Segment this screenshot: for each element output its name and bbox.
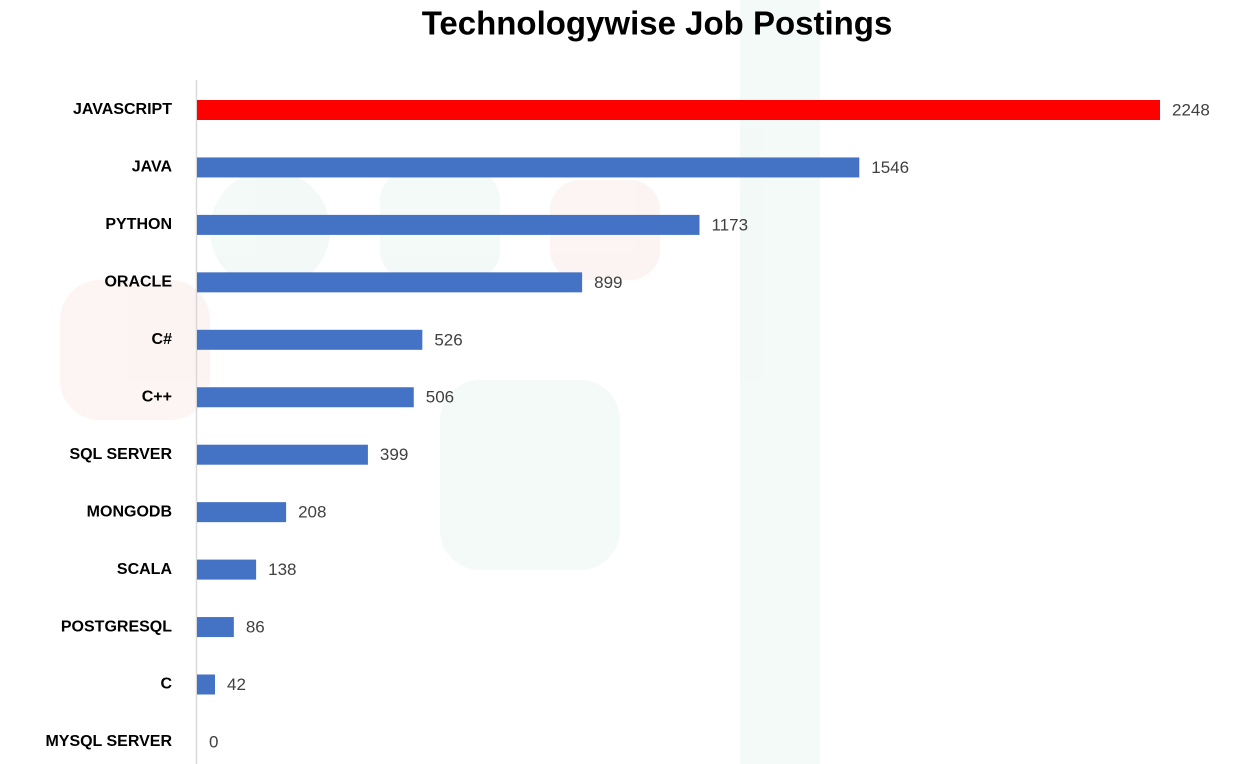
bar [197,617,234,638]
bar [197,559,257,580]
watermark [60,0,820,764]
bar [197,100,1160,120]
y-tick-label: PYTHON [105,216,172,233]
watermark-shape [60,280,210,420]
y-tick-label: JAVASCRIPT [73,101,172,118]
data-label: 86 [246,618,265,637]
y-tick-label: POSTGRESQL [61,618,172,635]
y-tick-label: JAVA [132,159,173,176]
bar [197,674,215,695]
data-label: 399 [380,445,408,464]
bar [197,157,860,178]
y-tick-label: ORACLE [104,274,172,291]
data-label: 0 [209,732,218,751]
watermark-shape [440,380,620,570]
y-tick-label: C++ [142,388,172,405]
bar [197,387,414,408]
bar [197,214,700,235]
data-label: 42 [227,675,246,694]
y-tick-label: MYSQL SERVER [45,733,172,750]
data-label: 1546 [871,158,909,177]
y-tick-label: SQL SERVER [69,446,172,463]
watermark-shape [740,0,820,764]
data-label: 2248 [1172,100,1210,119]
chart-title: Technologywise Job Postings [422,5,893,42]
bar [197,444,368,465]
data-label: 1173 [711,215,748,234]
data-label: 208 [298,503,326,522]
bar [197,329,423,350]
bar [197,272,583,293]
y-tick-label: C# [152,331,173,348]
y-tick-label: SCALA [117,561,173,578]
data-label: 526 [434,330,462,349]
data-label: 506 [426,388,454,407]
y-tick-label: C [160,676,172,693]
data-label: 899 [594,273,622,292]
y-tick-label: MONGODB [87,503,172,520]
bar [197,502,287,523]
data-label: 138 [268,560,296,579]
